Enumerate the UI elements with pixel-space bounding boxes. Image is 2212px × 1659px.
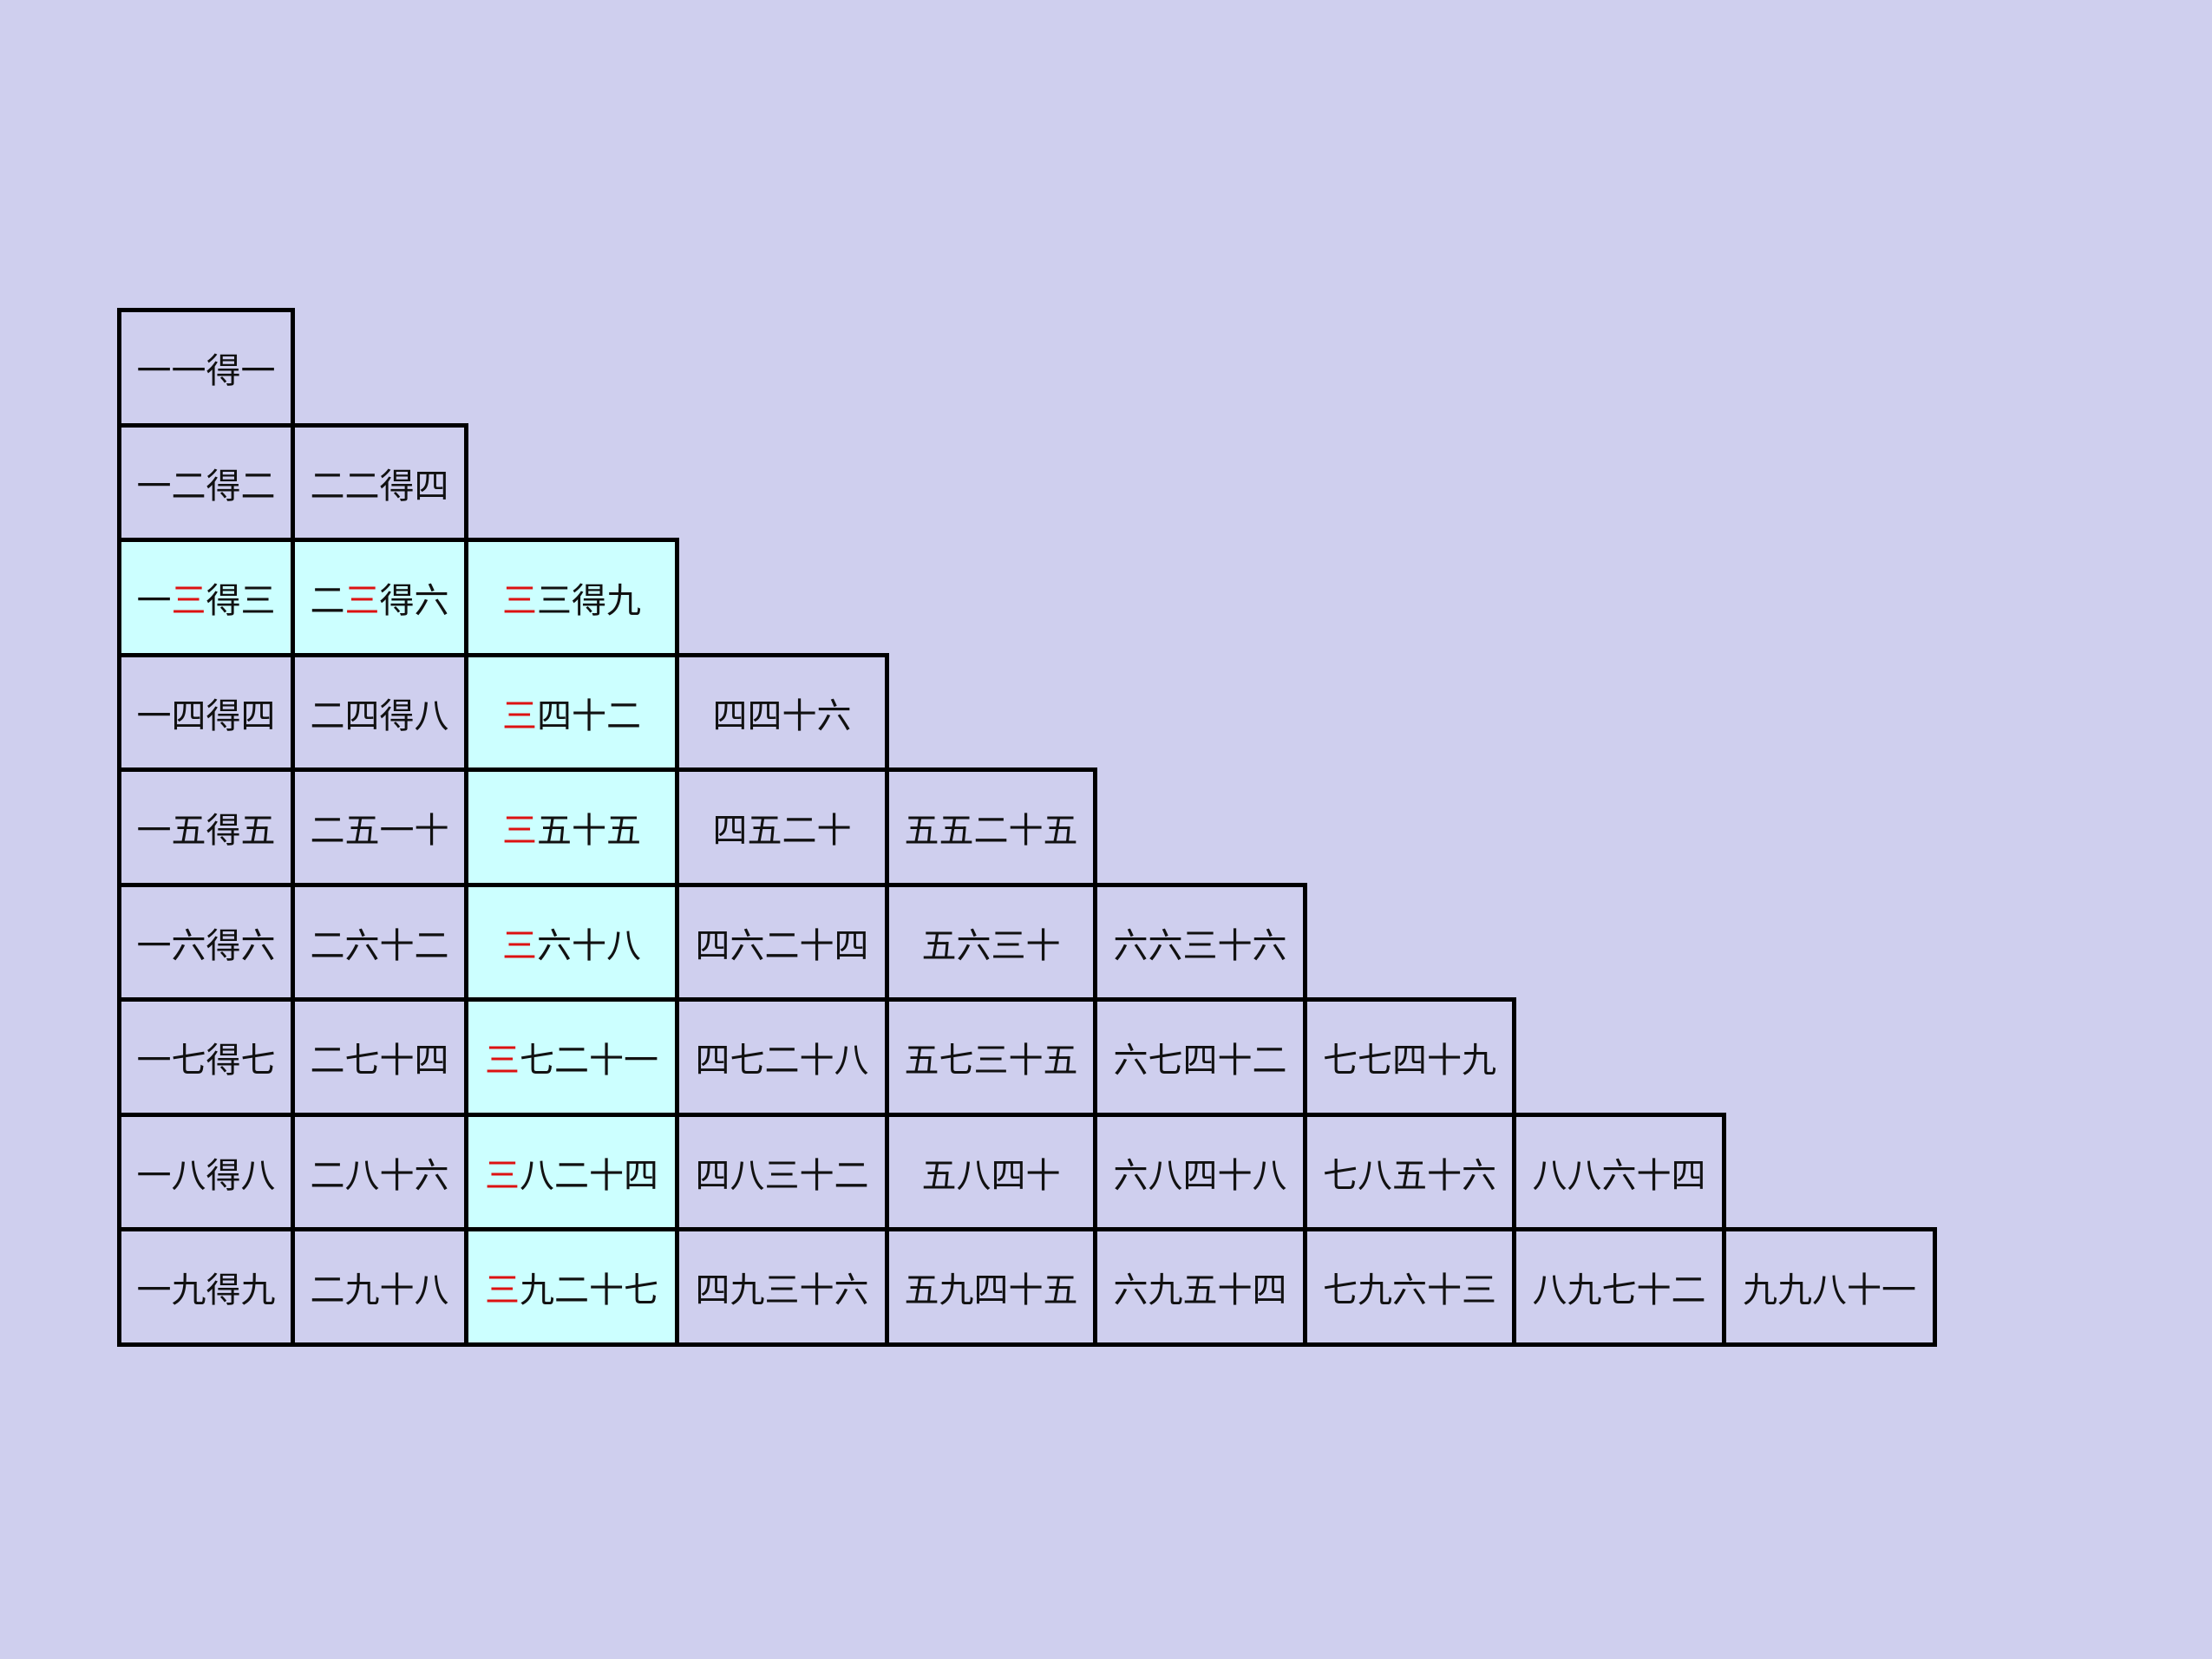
cell-text: 五六三十	[921, 925, 1061, 966]
table-cell-r8-c3: 三八二十四	[464, 1113, 679, 1231]
cell-text: 四八三十二	[695, 1155, 869, 1196]
cell-text: 一六得六	[136, 925, 276, 966]
cell-text: 三六十八	[502, 925, 641, 966]
table-cell-r9-c4: 四九三十六	[675, 1227, 889, 1347]
cell-text: 四六二十四	[695, 925, 869, 966]
table-cell-r9-c8: 八九七十二	[1512, 1227, 1726, 1347]
table-cell-r5-c1: 一五得五	[117, 767, 295, 887]
table-cell-r5-c2: 二五一十	[291, 767, 468, 887]
cell-text: 四四十六	[712, 696, 852, 736]
table-cell-r8-c6: 六八四十八	[1093, 1113, 1307, 1231]
cell-text: 二九十八	[310, 1270, 449, 1310]
table-cell-r7-c2: 二七十四	[291, 997, 468, 1117]
cell-text: 三九二十七	[485, 1270, 658, 1310]
cell-text: 二七十四	[310, 1041, 449, 1081]
cell-text: 一二得二	[136, 466, 276, 506]
cell-text: 二二得四	[310, 466, 449, 506]
cell-text: 四九三十六	[695, 1270, 869, 1310]
table-cell-r4-c2: 二四得八	[291, 653, 468, 772]
table-cell-r7-c4: 四七二十八	[675, 997, 889, 1117]
table-cell-r9-c1: 一九得九	[117, 1227, 295, 1347]
table-cell-r7-c6: 六七四十二	[1093, 997, 1307, 1117]
cell-text: 一七得七	[136, 1041, 276, 1081]
cell-text: 三七二十一	[485, 1041, 658, 1081]
table-cell-r7-c7: 七七四十九	[1303, 997, 1516, 1117]
table-cell-r8-c8: 八八六十四	[1512, 1113, 1726, 1231]
table-cell-r6-c6: 六六三十六	[1093, 883, 1307, 1002]
cell-text: 三五十五	[502, 811, 641, 851]
table-cell-r3-c3: 三三得九	[464, 538, 679, 657]
cell-text: 三四十二	[502, 696, 641, 736]
cell-text: 七九六十三	[1323, 1270, 1496, 1310]
table-cell-r8-c5: 五八四十	[885, 1113, 1097, 1231]
cell-text: 一五得五	[136, 811, 276, 851]
table-cell-r6-c1: 一六得六	[117, 883, 295, 1002]
cell-text: 五七三十五	[904, 1041, 1078, 1081]
cell-text: 一一得一	[136, 351, 276, 391]
cell-text: 六九五十四	[1113, 1270, 1287, 1310]
table-cell-r5-c4: 四五二十	[675, 767, 889, 887]
table-cell-r4-c4: 四四十六	[675, 653, 889, 772]
table-cell-r2-c1: 一二得二	[117, 423, 295, 542]
cell-text: 六八四十八	[1113, 1155, 1287, 1196]
table-cell-r7-c5: 五七三十五	[885, 997, 1097, 1117]
table-cell-r9-c3: 三九二十七	[464, 1227, 679, 1347]
table-cell-r9-c5: 五九四十五	[885, 1227, 1097, 1347]
table-cell-r9-c9: 九九八十一	[1722, 1227, 1937, 1347]
cell-text: 七八五十六	[1323, 1155, 1496, 1196]
table-cell-r6-c3: 三六十八	[464, 883, 679, 1002]
cell-text: 八八六十四	[1532, 1155, 1706, 1196]
table-cell-r6-c4: 四六二十四	[675, 883, 889, 1002]
cell-text: 六六三十六	[1113, 925, 1287, 966]
cell-text: 七七四十九	[1323, 1041, 1496, 1081]
cell-text: 九九八十一	[1743, 1270, 1916, 1310]
cell-text: 四七二十八	[695, 1041, 869, 1081]
table-cell-r9-c7: 七九六十三	[1303, 1227, 1516, 1347]
cell-text: 五五二十五	[904, 811, 1078, 851]
table-cell-r3-c1: 一三得三	[117, 538, 295, 657]
table-cell-r9-c2: 二九十八	[291, 1227, 468, 1347]
table-cell-r2-c2: 二二得四	[291, 423, 468, 542]
table-cell-r8-c1: 一八得八	[117, 1113, 295, 1231]
cell-text: 一八得八	[136, 1155, 276, 1196]
cell-text: 二六十二	[310, 925, 449, 966]
cell-text: 六七四十二	[1113, 1041, 1287, 1081]
table-cell-r7-c3: 三七二十一	[464, 997, 679, 1117]
table-cell-r4-c3: 三四十二	[464, 653, 679, 772]
cell-text: 一三得三	[136, 581, 276, 621]
table-cell-r3-c2: 二三得六	[291, 538, 468, 657]
cell-text: 四五二十	[712, 811, 852, 851]
table-cell-r6-c2: 二六十二	[291, 883, 468, 1002]
cell-text: 二八十六	[310, 1155, 449, 1196]
table-cell-r5-c3: 三五十五	[464, 767, 679, 887]
table-cell-r9-c6: 六九五十四	[1093, 1227, 1307, 1347]
table-cell-r8-c7: 七八五十六	[1303, 1113, 1516, 1231]
table-cell-r7-c1: 一七得七	[117, 997, 295, 1117]
cell-text: 三八二十四	[485, 1155, 658, 1196]
cell-text: 二五一十	[310, 811, 449, 851]
cell-text: 二四得八	[310, 696, 449, 736]
table-cell-r6-c5: 五六三十	[885, 883, 1097, 1002]
cell-text: 五八四十	[921, 1155, 1061, 1196]
cell-text: 一四得四	[136, 696, 276, 736]
table-cell-r4-c1: 一四得四	[117, 653, 295, 772]
cell-text: 五九四十五	[904, 1270, 1078, 1310]
cell-text: 二三得六	[310, 581, 449, 621]
cell-text: 八九七十二	[1532, 1270, 1706, 1310]
table-cell-r1-c1: 一一得一	[117, 308, 295, 428]
table-cell-r5-c5: 五五二十五	[885, 767, 1097, 887]
cell-text: 三三得九	[502, 581, 641, 621]
cell-text: 一九得九	[136, 1270, 276, 1310]
table-cell-r8-c2: 二八十六	[291, 1113, 468, 1231]
table-cell-r8-c4: 四八三十二	[675, 1113, 889, 1231]
